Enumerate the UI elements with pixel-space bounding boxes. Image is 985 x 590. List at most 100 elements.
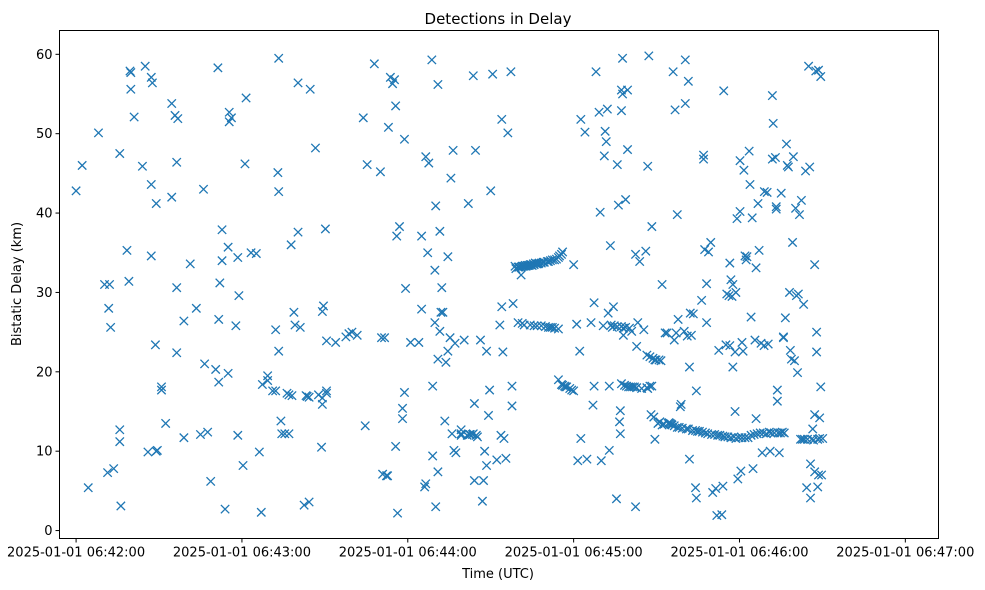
data-point <box>576 114 586 125</box>
data-point <box>662 328 672 338</box>
data-point <box>274 186 284 197</box>
data-point <box>446 173 456 183</box>
data-point <box>390 101 401 111</box>
data-point <box>143 447 153 457</box>
data-point <box>759 186 770 197</box>
data-point <box>787 237 798 248</box>
data-point <box>742 252 752 262</box>
data-point <box>433 79 443 90</box>
data-point <box>725 340 735 351</box>
data-point <box>627 326 637 336</box>
data-point <box>146 72 156 82</box>
data-point <box>495 320 505 330</box>
data-point <box>477 496 488 506</box>
data-point <box>608 302 619 312</box>
data-point <box>238 460 248 471</box>
data-point <box>744 146 754 156</box>
data-point <box>360 421 370 431</box>
data-point <box>256 507 266 517</box>
data-point <box>498 347 508 357</box>
data-point <box>115 437 125 447</box>
data-point <box>724 290 734 301</box>
data-point <box>816 470 827 480</box>
data-point <box>615 406 626 416</box>
data-point <box>595 207 605 217</box>
data-point <box>686 330 697 340</box>
data-point <box>299 500 309 510</box>
data-point <box>814 433 825 444</box>
data-point <box>808 424 818 434</box>
data-point <box>671 328 681 338</box>
data-point <box>321 386 332 396</box>
data-point <box>639 325 649 335</box>
data-point <box>436 307 446 317</box>
data-point <box>703 247 714 257</box>
data-point <box>167 192 177 202</box>
data-point <box>456 430 466 440</box>
data-point <box>437 283 447 293</box>
data-point <box>572 319 582 329</box>
data-point <box>645 381 655 391</box>
data-point <box>198 184 209 194</box>
data-point <box>233 430 243 440</box>
y-tick-label: 60 <box>36 48 53 63</box>
data-point <box>179 433 189 443</box>
data-point <box>656 356 666 366</box>
data-point <box>483 410 494 421</box>
data-point <box>567 385 577 395</box>
data-point <box>423 248 433 258</box>
y-tick-label: 30 <box>36 286 53 301</box>
data-point <box>553 324 564 334</box>
x-tick-label: 2025-01-01 06:44:00 <box>339 546 477 561</box>
data-point <box>469 398 480 409</box>
data-point <box>217 225 227 235</box>
data-point <box>813 482 823 492</box>
data-point <box>479 446 490 456</box>
data-point <box>786 354 797 364</box>
x-axis-label: Time (UTC) <box>461 567 534 582</box>
data-point <box>542 256 553 267</box>
x-tick-label: 2025-01-01 06:43:00 <box>173 546 311 561</box>
data-point <box>629 382 640 392</box>
data-point <box>320 224 331 234</box>
data-point <box>790 203 801 213</box>
data-point <box>739 165 749 175</box>
data-point <box>681 424 692 434</box>
data-point <box>293 227 303 237</box>
data-point <box>506 67 516 77</box>
data-point <box>507 401 517 411</box>
data-point <box>369 59 379 69</box>
data-point <box>612 159 622 170</box>
data-point <box>501 453 511 463</box>
data-point <box>195 429 206 440</box>
data-point <box>795 434 806 444</box>
data-point <box>711 483 721 494</box>
data-point <box>392 508 403 518</box>
data-point <box>614 417 625 427</box>
data-point <box>670 105 680 115</box>
data-point <box>598 321 608 331</box>
data-point <box>503 128 513 138</box>
data-point <box>304 497 314 507</box>
data-point <box>735 156 745 166</box>
data-point <box>818 433 828 444</box>
data-point <box>738 346 748 356</box>
data-point <box>805 493 816 503</box>
data-point <box>708 487 718 498</box>
data-point <box>431 502 441 512</box>
data-point <box>814 413 825 423</box>
data-point <box>789 356 800 366</box>
data-point <box>124 276 134 286</box>
data-point <box>448 145 458 156</box>
data-point <box>358 113 368 123</box>
data-point <box>231 321 241 331</box>
data-point <box>383 122 394 132</box>
data-point <box>440 416 450 426</box>
data-point <box>810 410 820 420</box>
data-point <box>801 483 812 493</box>
data-point <box>657 420 667 430</box>
data-point <box>450 338 460 348</box>
data-point <box>772 396 783 406</box>
data-point <box>596 456 606 466</box>
